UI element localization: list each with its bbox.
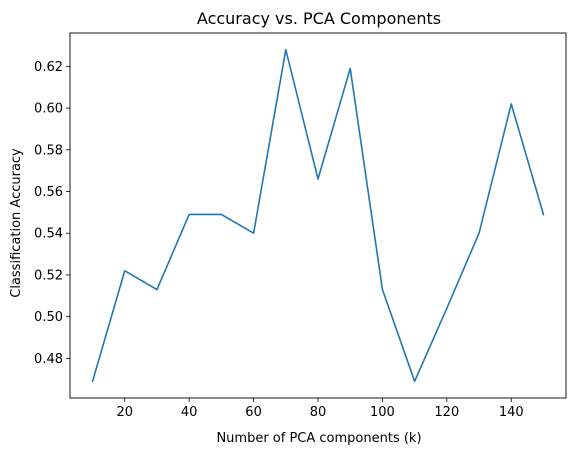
x-tick-label: 100	[370, 405, 395, 420]
x-tick-label: 40	[181, 405, 198, 420]
y-tick-label: 0.58	[34, 143, 63, 158]
y-tick-label: 0.48	[34, 352, 63, 367]
x-axis-label: Number of PCA components (k)	[216, 431, 421, 446]
x-tick-label: 120	[434, 405, 459, 420]
y-tick-label: 0.56	[34, 185, 63, 200]
y-axis-label: Classification Accuracy	[9, 148, 24, 298]
series-line	[91, 48, 545, 383]
chart-title: Accuracy vs. PCA Components	[197, 9, 441, 28]
plot-area: 20 40 60 80 100 120 140 0.48 0.50 0.52 0.54 0.56 0.5…	[34, 32, 567, 420]
axes-frame	[69, 32, 567, 399]
x-tick-label: 60	[245, 405, 262, 420]
y-tick-label: 0.50	[34, 310, 63, 325]
x-tick-label: 20	[116, 405, 133, 420]
y-tick-label: 0.54	[34, 227, 63, 242]
x-tick-label: 140	[499, 405, 524, 420]
y-tick-label: 0.60	[34, 102, 63, 117]
y-tick-label: 0.62	[34, 60, 63, 75]
y-tick-label: 0.52	[34, 268, 63, 283]
x-tick-label: 80	[310, 405, 327, 420]
